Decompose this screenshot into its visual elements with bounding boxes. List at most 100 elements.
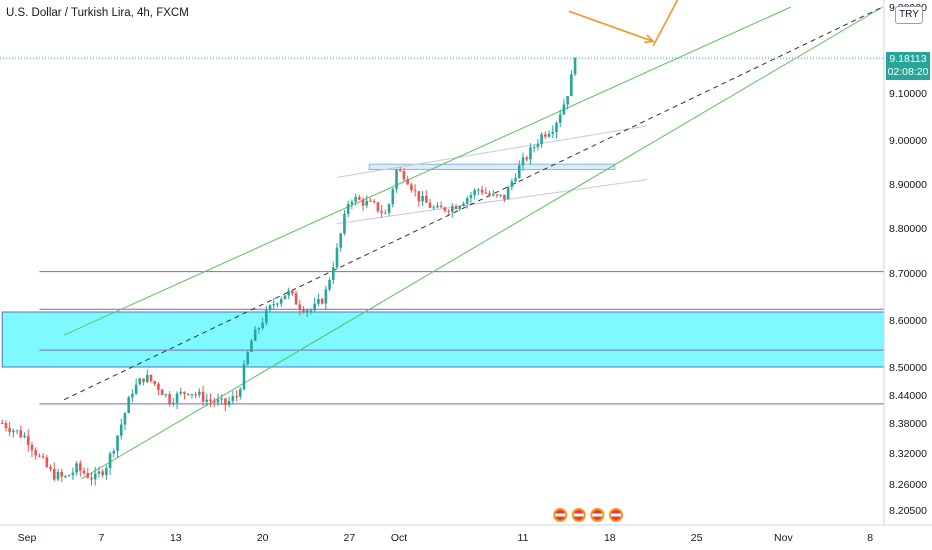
candle-body [305,310,309,313]
channel-line-0[interactable] [63,6,792,336]
event-flag-stripe [555,513,566,517]
candle-body [439,205,443,208]
arrow-line-0[interactable] [568,10,654,43]
candle-body [421,195,424,202]
candle-body [477,189,480,191]
trend-line-1[interactable] [336,179,648,225]
candle-body [268,305,272,311]
candle-body [443,207,447,211]
candle-body [406,179,409,185]
trend-line-0[interactable] [336,125,648,178]
y-tick-label: 8.50000 [889,362,927,374]
y-tick-label: 8.26000 [889,479,927,491]
channel-line-1[interactable] [81,6,883,480]
candle-body [495,194,499,196]
y-tick-label: 8.44000 [889,390,927,402]
candle-body [220,398,223,400]
candle-body [369,200,372,202]
candle-body [168,394,171,404]
y-tick-label: 8.80000 [889,223,927,235]
candle-body [186,393,190,395]
bar-countdown: 02:08:20 [887,66,929,78]
candle-body [451,206,454,212]
x-tick-label: 8 [867,532,873,544]
arrow-head-0 [644,34,655,44]
arrow-line-1[interactable] [652,0,696,47]
candle-body [142,378,145,383]
candle-body [93,473,97,480]
candle-body [331,267,335,281]
candle-body [45,457,49,467]
candle-body [138,378,142,385]
candle-body [97,471,101,474]
candle-body [67,475,71,477]
candle-body [209,399,212,402]
candle-body [4,423,8,429]
candle-body [558,114,562,123]
candle-body [131,393,134,398]
candle-body [491,194,495,196]
candle-body [145,374,149,383]
candle-body [34,450,37,456]
candle-body [510,181,514,188]
candle-body [105,468,108,475]
x-axis: Sep 7 13 20 27 Oct 11 18 25 Nov 8 [18,532,874,544]
candle-body [116,435,119,451]
candle-body [376,202,380,212]
candle-body [417,191,421,202]
candles [0,57,577,486]
x-tick-label: 13 [170,532,182,544]
candle-body [410,184,413,191]
zone-0[interactable] [1,311,885,368]
zone-1[interactable] [368,163,616,170]
candle-body [514,178,517,182]
candle-body [428,202,432,208]
candle-body [26,435,30,445]
candle-body [179,391,183,394]
candle-body [227,400,231,405]
candle-body [454,206,458,210]
candle-body [469,194,473,199]
candle-body [358,197,361,200]
candle-body [402,171,406,180]
channel-line-2[interactable] [63,6,883,401]
candle-body [52,469,56,480]
y-tick-label: 8.38000 [889,418,927,430]
candle-body [424,195,428,203]
y-tick-label: 9.10000 [889,88,927,100]
candle-body [82,470,86,474]
candle-body [108,453,112,469]
candle-body [335,247,339,268]
event-flag-stripe [592,513,603,517]
candle-body [190,394,194,396]
candle-body [23,435,26,438]
candle-body [287,290,290,296]
candle-body [547,133,551,137]
y-tick-label: 8.32000 [889,448,927,460]
candle-body [387,204,391,213]
currency-badge[interactable]: TRY [895,6,923,24]
candle-body [30,444,34,451]
candle-body [536,144,540,147]
horizontal-lines [0,57,884,405]
candle-body [101,471,104,475]
candle-body [447,210,450,212]
candle-body [86,473,90,478]
candle-body [413,190,417,192]
candle-body [566,96,569,105]
candle-body [354,197,357,202]
candle-body [157,383,160,390]
candle-body [231,396,235,401]
candle-body [265,310,268,323]
candle-body [320,298,324,304]
candle-body [19,430,23,438]
candle-body [224,398,227,405]
candle-body [134,384,138,394]
last-price-tag: 9.18113 02:08:20 [886,52,930,80]
candle-body [56,471,60,480]
candle-body [317,298,320,304]
candle-body [398,170,402,172]
candle-body [238,389,242,397]
candle-body [75,463,78,473]
